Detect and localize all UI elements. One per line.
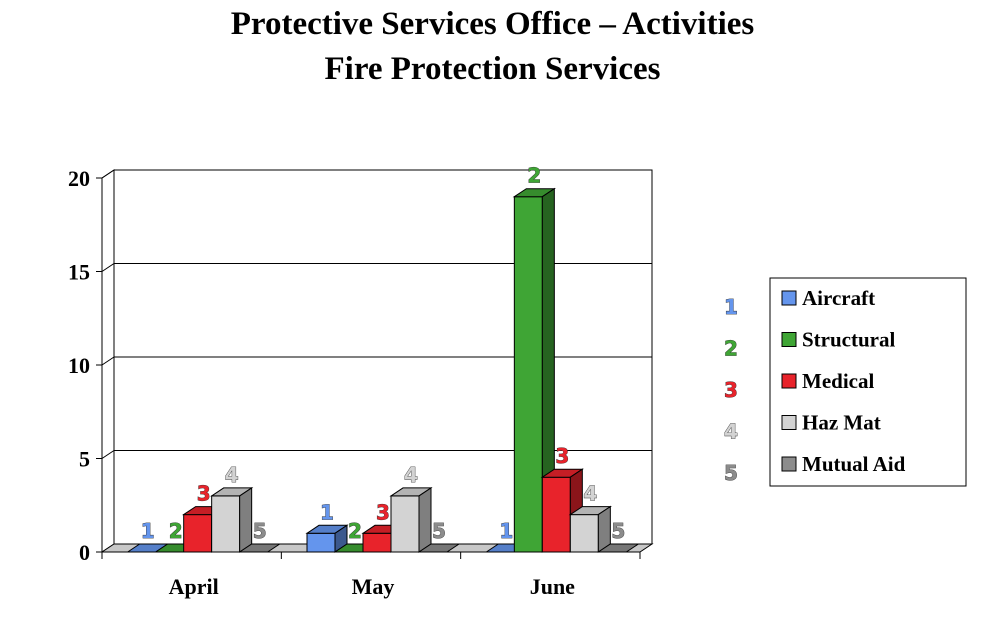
bar-haz-mat: 4 bbox=[389, 462, 433, 553]
y-tick-label: 20 bbox=[68, 166, 90, 191]
chart-title-line-1: Protective Services Office – Activities bbox=[230, 6, 755, 42]
legend-entry-label: Haz Mat bbox=[802, 411, 881, 435]
y-tick-label: 10 bbox=[68, 353, 90, 378]
bar-front bbox=[362, 532, 392, 553]
bar-number-label: 1 bbox=[499, 519, 513, 543]
bar-aircraft: 1 bbox=[305, 500, 349, 553]
bar-number-label: 4 bbox=[583, 482, 597, 506]
legend-entry-label: Aircraft bbox=[802, 286, 875, 310]
x-category-label: April bbox=[169, 574, 219, 599]
bar-structural: 2 bbox=[333, 519, 377, 553]
bar-side bbox=[239, 486, 253, 553]
bar-mutual-aid: 5 bbox=[238, 519, 282, 553]
gridline-side bbox=[101, 169, 115, 179]
bar-haz-mat: 4 bbox=[210, 462, 254, 553]
legend-entry-label: Medical bbox=[802, 369, 874, 393]
bar-front bbox=[390, 495, 420, 553]
legend-swatch bbox=[781, 456, 797, 472]
legend-number-label: 5 bbox=[724, 461, 738, 485]
bar-front bbox=[183, 514, 213, 553]
bar-number-label: 1 bbox=[320, 500, 334, 524]
bar-front bbox=[541, 476, 571, 553]
y-tick-label: 0 bbox=[79, 540, 90, 565]
bar-side bbox=[418, 486, 432, 553]
bar-number-label: 3 bbox=[197, 482, 211, 506]
bar-flat bbox=[238, 543, 282, 553]
x-category-label: May bbox=[352, 574, 395, 599]
bar-front bbox=[211, 495, 241, 553]
legend-number-label: 3 bbox=[724, 378, 738, 402]
legend-number-label: 2 bbox=[724, 337, 738, 361]
bar-number-label: 1 bbox=[141, 519, 155, 543]
bar-haz-mat: 4 bbox=[568, 481, 612, 553]
legend-number-label: 4 bbox=[724, 420, 738, 444]
bar-flat bbox=[417, 543, 461, 553]
legend-swatch bbox=[781, 373, 797, 389]
legend-number-label: 1 bbox=[724, 295, 738, 319]
gridline-side bbox=[101, 450, 115, 459]
legend-swatch bbox=[781, 332, 797, 347]
y-tick-label: 15 bbox=[68, 260, 90, 285]
chart-title-line-2: Fire Protection Services bbox=[324, 51, 661, 87]
bar-front bbox=[513, 196, 543, 553]
bar-mutual-aid: 5 bbox=[417, 519, 461, 553]
gridline-side bbox=[101, 356, 115, 366]
bar-number-label: 5 bbox=[611, 519, 625, 543]
bar-front bbox=[306, 532, 336, 553]
bar-number-label: 5 bbox=[432, 519, 446, 543]
legend-entry-label: Mutual Aid bbox=[802, 452, 906, 476]
bar-number-label: 2 bbox=[169, 519, 183, 543]
bar-structural: 2 bbox=[154, 519, 198, 553]
bar-structural: 2 bbox=[512, 163, 556, 553]
bar-front bbox=[569, 514, 599, 553]
bar-number-label: 2 bbox=[527, 164, 541, 188]
legend-swatch bbox=[781, 415, 797, 430]
x-category-label: June bbox=[530, 574, 575, 599]
legend-swatch bbox=[781, 290, 797, 306]
bar-number-label: 5 bbox=[253, 519, 267, 543]
bar-number-label: 3 bbox=[555, 444, 569, 468]
y-tick-label: 5 bbox=[79, 447, 90, 472]
bar-number-label: 3 bbox=[376, 500, 390, 524]
bar-number-label: 4 bbox=[404, 463, 418, 487]
bar-number-label: 2 bbox=[348, 519, 362, 543]
legend-box bbox=[769, 277, 967, 487]
gridline-side bbox=[101, 263, 115, 272]
bar-number-label: 4 bbox=[225, 463, 239, 487]
bar-mutual-aid: 5 bbox=[596, 519, 640, 553]
bar-aircraft: 1 bbox=[126, 519, 170, 553]
bar-flat bbox=[596, 543, 640, 553]
legend-entry-label: Structural bbox=[802, 328, 895, 352]
